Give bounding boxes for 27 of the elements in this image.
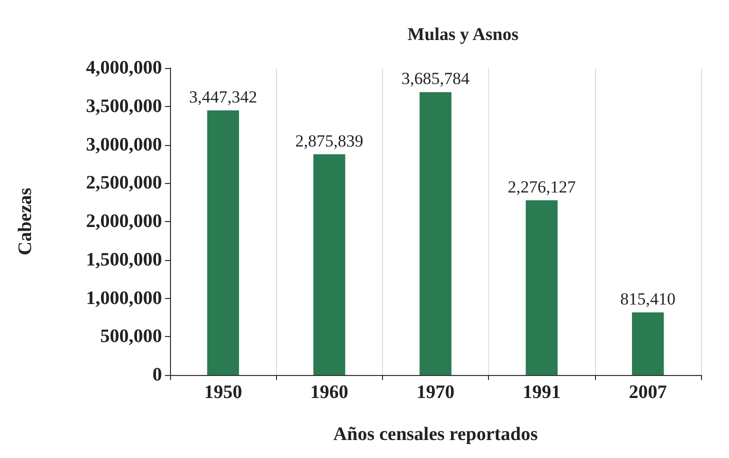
y-tick-label: 2,000,000 xyxy=(86,211,162,232)
chart-title: Mulas y Asnos xyxy=(407,24,519,44)
bar xyxy=(420,92,452,375)
x-tick-label: 1970 xyxy=(416,382,454,403)
data-label: 3,685,784 xyxy=(402,69,470,88)
data-label: 2,875,839 xyxy=(295,131,364,150)
y-tick-label: 1,000,000 xyxy=(86,288,162,309)
bar xyxy=(632,312,664,375)
x-axis-title: Años censales reportados xyxy=(333,424,538,445)
data-label: 2,276,127 xyxy=(508,177,576,196)
y-tick-label: 1,500,000 xyxy=(86,249,162,270)
y-tick-label: 3,000,000 xyxy=(86,134,162,156)
y-tick-label: 500,000 xyxy=(100,326,162,348)
data-label: 3,447,342 xyxy=(189,87,258,106)
y-tick-label: 2,500,000 xyxy=(86,172,162,194)
y-tick-label: 0 xyxy=(152,364,162,386)
x-tick-label: 1960 xyxy=(310,382,348,403)
bar xyxy=(526,200,558,375)
bar xyxy=(313,154,346,375)
y-tick-label: 4,000,000 xyxy=(86,58,162,78)
data-label: 815,410 xyxy=(620,289,676,308)
x-tick-label: 2007 xyxy=(628,382,668,403)
bar xyxy=(207,110,240,375)
y-tick-label: 3,500,000 xyxy=(86,96,162,117)
y-axis-title: Cabezas xyxy=(15,188,36,256)
x-tick-label: 1991 xyxy=(522,382,561,403)
x-tick-label: 1950 xyxy=(204,382,242,403)
